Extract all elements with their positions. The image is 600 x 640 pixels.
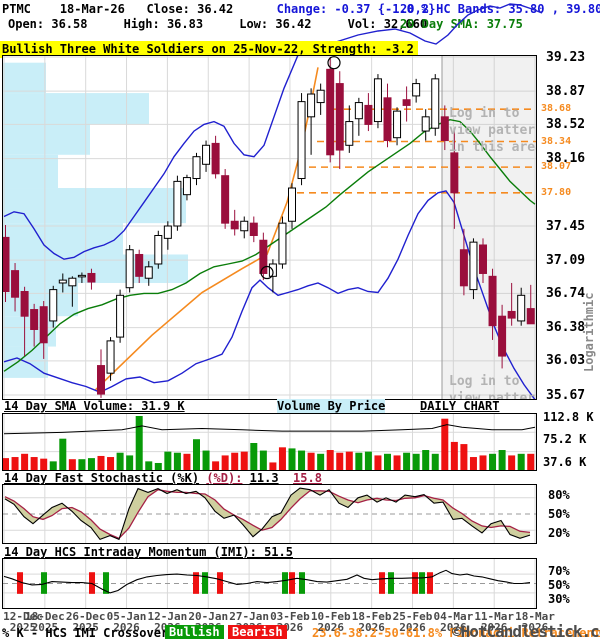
copyright-link[interactable]: ©HotCandlestick.com [452, 622, 600, 640]
bullish-badge[interactable]: Bullish [165, 625, 224, 639]
stochastic-title: 14 Day Fast Stochastic (%K) (%D): 11.3 1… [4, 471, 322, 485]
spacer-9 [279, 471, 293, 485]
price-tick-38.07: 38.07 [541, 161, 572, 173]
vol-axis-max: 112.8 K [543, 410, 594, 424]
date-tick-18-Mar: 18-Mar 2026 [515, 610, 555, 634]
scale-label: Logarithmic [582, 292, 596, 372]
price-tick-36.74: 36.74 [546, 285, 586, 301]
date-tick-05-Jan: 05-Jan 2026 [106, 610, 147, 634]
stochastic-chart [2, 484, 537, 544]
symbol: PTMC [2, 2, 31, 16]
stoch-axis-20: 20% [548, 526, 570, 540]
date-tick-26-Dec: 26-Dec 2025 [65, 610, 106, 634]
open-value: Open: 36.58 [8, 17, 88, 31]
volume-by-price-label[interactable]: Volume By Price [277, 399, 386, 413]
price-tick-35.67: 35.67 [546, 387, 586, 403]
imi-axis-30: 30% [548, 592, 570, 606]
price-tick-38.52: 38.52 [546, 116, 586, 132]
vol-axis-low: 37.6 K [543, 455, 587, 469]
imi-axis-70: 70% [548, 564, 570, 578]
price-tick-38.87: 38.87 [546, 83, 586, 99]
quote-row-1: PTMC 18-Mar-26 Close: 36.42 Change: -0.3… [2, 2, 436, 16]
low-value: Low: 36.42 [239, 17, 312, 31]
imi-chart [2, 558, 537, 609]
price-tick-36.03: 36.03 [546, 353, 586, 369]
price-tick-38.34: 38.34 [541, 135, 572, 147]
change-value: Change: -0.37 {-1.0 %} [276, 2, 436, 16]
svg-text:in this area: in this area [449, 140, 537, 155]
stoch-d-value: 15.8 [293, 471, 322, 485]
date-tick-18-Feb: 18-Feb 2026 [351, 610, 392, 634]
sma-value: 20 Day SMA: 37.75 [400, 17, 523, 31]
daily-chart-label[interactable]: DAILY CHART [420, 399, 500, 413]
stoch-axis-50: 50% [548, 507, 570, 521]
volume-value: Vol: 32,660 [347, 17, 428, 31]
stoch-k-value: 11.3 [249, 471, 279, 485]
bearish-badge[interactable]: Bearish [228, 625, 287, 639]
crossover-legend: % K - HCS IMI Crossover; [2, 626, 176, 640]
quote-row-2: Open: 36.58 High: 36.83 Low: 36.42 Vol: … [8, 17, 427, 31]
svg-text:Log in to: Log in to [449, 374, 520, 389]
vol-axis-mid: 75.2 K [543, 432, 587, 446]
spacer-8 [242, 471, 249, 485]
volume-chart [2, 413, 537, 471]
stoch-axis-80: 80% [548, 488, 570, 502]
pattern-banner[interactable]: Bullish Three White Soldiers on 25-Nov-2… [0, 41, 418, 58]
svg-text:Log in to: Log in to [449, 106, 520, 121]
imi-axis-50: 50% [548, 578, 570, 592]
fibonacci-legend: 23.6-38.2-50-61.8% Fibonacci Retracement… [312, 626, 600, 640]
price-tick-37.09: 37.09 [546, 252, 586, 268]
price-tick-36.38: 36.38 [546, 320, 586, 336]
price-tick-37.45: 37.45 [546, 218, 586, 234]
date-tick-25-Feb: 25-Feb 2026 [392, 610, 433, 634]
price-tick-38.68: 38.68 [541, 103, 572, 115]
close-value: Close: 36.42 [146, 2, 234, 16]
svg-text:view patterns: view patterns [449, 391, 537, 400]
date-tick-12-Dec: 12-Dec 2025 [3, 610, 43, 634]
price-tick-38.16: 38.16 [546, 151, 586, 167]
high-value: High: 36.83 [123, 17, 204, 31]
price-chart[interactable]: Log in to view patterns in this area Log in… [2, 55, 537, 400]
imi-title: 14 Day HCS Intraday Momentum (IMI): 51.5 [4, 545, 293, 559]
volume-title: 14 Day SMA Volume: 31.9 K [4, 399, 185, 413]
date-tick-03-Feb: 03-Feb 2026 [270, 610, 310, 634]
stoch-title-k: 14 Day Fast Stochastic (%K) [4, 471, 200, 485]
date-tick-10-Feb: 10-Feb 2026 [310, 610, 351, 634]
quote-date: 18-Mar-26 [59, 2, 125, 16]
price-tick-37.80: 37.80 [541, 186, 572, 198]
upper-band-overflow-curve [314, 3, 543, 55]
price-tick-39.23: 39.23 [546, 49, 586, 65]
svg-text:view patterns: view patterns [449, 123, 537, 138]
date-tick-04-Mar: 04-Mar 2026 [433, 610, 474, 634]
date-tick-11-Mar: 11-Mar 2026 [474, 610, 515, 634]
date-tick-18-Dec: 18-Dec 2025 [24, 610, 65, 634]
stoch-title-d: (%D): [206, 471, 243, 485]
